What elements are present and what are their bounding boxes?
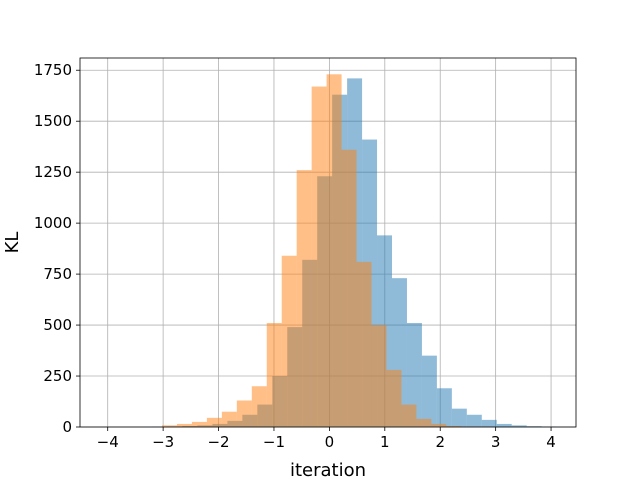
histogram-bar-series-1	[496, 423, 512, 427]
y-tick-label: 0	[62, 418, 72, 436]
histogram-bar-series-2	[162, 425, 177, 427]
x-tick-label: 0	[325, 433, 335, 451]
histogram-bar-series-2	[191, 421, 207, 427]
histogram-bar-series-2	[176, 423, 192, 427]
histogram-bar-series-1	[421, 355, 437, 427]
histogram-bar-series-2	[416, 418, 432, 427]
histogram-bar-series-2	[251, 386, 267, 427]
histogram-bar-series-1	[481, 419, 497, 427]
plot-frame	[79, 57, 577, 428]
histogram-bar-series-1	[466, 414, 482, 427]
histogram-bar-series-1	[526, 426, 542, 427]
y-tick-label: 250	[43, 367, 72, 385]
histogram-bar-series-2	[446, 425, 462, 427]
histogram-bar-series-1	[406, 323, 422, 427]
histogram-bar-series-2	[341, 149, 357, 427]
histogram-bar-series-2	[281, 255, 297, 427]
histogram-bar-series-2	[221, 411, 237, 427]
x-tick-label: −4	[97, 433, 119, 451]
x-tick-label: 1	[380, 433, 390, 451]
x-tick-label: −2	[207, 433, 229, 451]
x-tick-label: 3	[491, 433, 501, 451]
y-tick-label: 1000	[34, 214, 72, 232]
axis-ticks: −4 −3 −2 −1 0 1 2 3 4 0 250 500 750 1000 1250 1500 1750	[34, 61, 556, 451]
y-tick-label: 1750	[34, 61, 72, 79]
x-tick-label: 2	[435, 433, 445, 451]
x-tick-label: −3	[152, 433, 174, 451]
histogram-bar-series-2	[356, 261, 372, 427]
histogram-bar-series-1	[436, 388, 452, 427]
y-axis-label: KL	[2, 232, 23, 254]
histogram-bar-series-2	[386, 369, 402, 427]
y-tick-label: 1250	[34, 163, 72, 181]
histogram-bars	[107, 74, 557, 428]
histogram-bar-series-1	[451, 408, 467, 427]
x-tick-label: 4	[546, 433, 556, 451]
y-tick-label: 750	[43, 265, 72, 283]
histogram-bar-series-2	[296, 170, 312, 427]
histogram-bar-series-2	[266, 323, 282, 427]
histogram-bar-series-2	[326, 74, 342, 428]
x-axis-label: iteration	[290, 460, 366, 480]
histogram-bar-series-2	[206, 417, 222, 427]
histogram-bar-series-2	[371, 325, 387, 427]
histogram-bar-series-1	[511, 425, 527, 427]
y-tick-label: 1500	[34, 112, 72, 130]
x-tick-label: −1	[263, 433, 285, 451]
histogram-bar-series-2	[431, 423, 447, 427]
histogram-bar-series-2	[311, 86, 327, 427]
y-tick-label: 500	[43, 316, 72, 334]
histogram-bar-series-2	[401, 404, 417, 427]
histogram-bar-series-2	[236, 400, 252, 427]
